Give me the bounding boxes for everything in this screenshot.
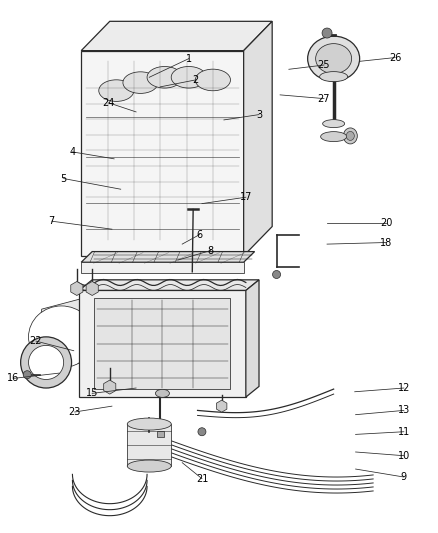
Text: 12: 12 [397, 383, 409, 393]
Text: 23: 23 [68, 407, 81, 417]
Text: 15: 15 [86, 389, 98, 398]
Polygon shape [86, 281, 98, 295]
Text: 16: 16 [7, 374, 19, 383]
Circle shape [272, 271, 280, 279]
Ellipse shape [127, 460, 171, 472]
Polygon shape [33, 296, 92, 376]
Text: 4: 4 [69, 147, 75, 157]
Polygon shape [71, 281, 83, 295]
Text: 18: 18 [379, 238, 392, 247]
Circle shape [198, 427, 205, 436]
Ellipse shape [155, 389, 169, 398]
Text: 9: 9 [400, 472, 406, 482]
Ellipse shape [28, 306, 94, 368]
Circle shape [321, 28, 331, 38]
Text: 21: 21 [195, 474, 208, 483]
Polygon shape [81, 252, 254, 262]
Ellipse shape [28, 345, 64, 379]
Circle shape [23, 370, 31, 379]
Text: 2: 2 [192, 75, 198, 85]
Text: 1: 1 [185, 54, 191, 63]
Ellipse shape [320, 132, 346, 142]
Ellipse shape [99, 80, 134, 101]
Text: 25: 25 [317, 60, 329, 70]
Text: 11: 11 [397, 427, 409, 437]
Text: 26: 26 [388, 53, 400, 62]
Text: 3: 3 [255, 110, 261, 119]
Ellipse shape [195, 69, 230, 91]
Ellipse shape [171, 67, 206, 88]
Polygon shape [245, 280, 258, 397]
Polygon shape [127, 424, 171, 466]
Ellipse shape [343, 128, 357, 144]
Text: 20: 20 [379, 218, 392, 228]
Polygon shape [216, 400, 226, 412]
Ellipse shape [21, 337, 71, 388]
Ellipse shape [123, 72, 158, 93]
Text: 7: 7 [49, 216, 55, 226]
Ellipse shape [319, 71, 347, 82]
Text: 17: 17 [239, 192, 251, 202]
Polygon shape [79, 280, 258, 290]
Polygon shape [81, 51, 243, 256]
Text: 27: 27 [317, 94, 329, 103]
Polygon shape [156, 431, 163, 437]
Polygon shape [79, 290, 245, 397]
Polygon shape [81, 262, 243, 273]
Text: 22: 22 [30, 336, 42, 346]
Ellipse shape [315, 44, 351, 74]
Ellipse shape [322, 119, 344, 127]
Text: 10: 10 [397, 451, 409, 461]
Polygon shape [243, 21, 272, 256]
Text: 8: 8 [207, 246, 213, 255]
Ellipse shape [346, 132, 353, 140]
Text: 6: 6 [196, 230, 202, 239]
Ellipse shape [127, 418, 171, 430]
Text: 24: 24 [102, 98, 115, 108]
Polygon shape [81, 21, 272, 51]
Polygon shape [94, 298, 230, 389]
Polygon shape [103, 380, 116, 394]
Ellipse shape [307, 36, 359, 81]
Text: 5: 5 [60, 174, 67, 183]
Text: 13: 13 [397, 406, 409, 415]
Ellipse shape [147, 67, 182, 88]
